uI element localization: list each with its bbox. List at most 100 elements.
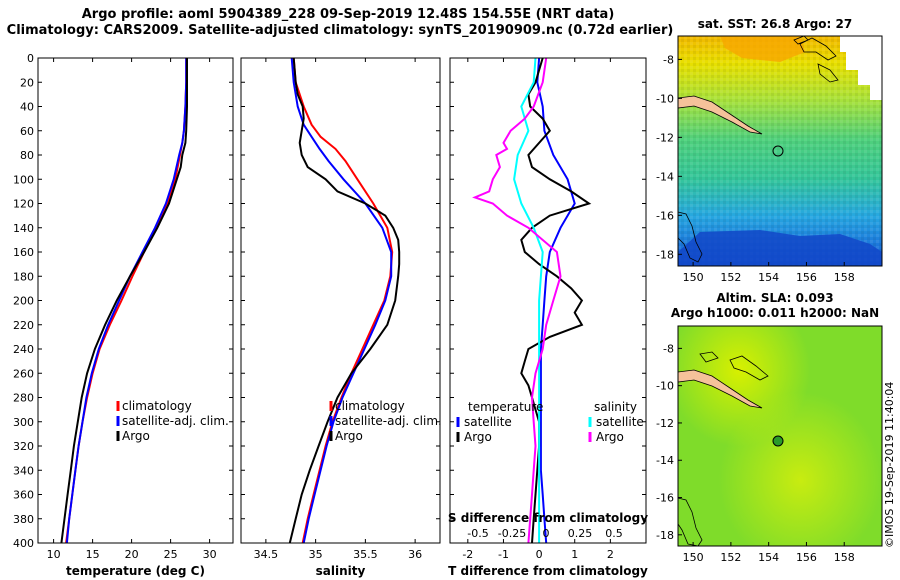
map-y-tick-label: -14 [656,454,674,467]
x-tick-label: 35.5 [353,548,378,561]
map-x-tick-label: 152 [720,271,741,284]
x-tick-label: 15 [86,548,100,561]
panel-frame [449,57,647,544]
secondary-axis-label: S difference from climatology [448,511,648,525]
depth-tick-label: 40 [20,101,34,114]
sst-map-panel: sat. SST: 26.8 Argo: 27 150 152 154 156 158 -… [656,17,883,284]
depth-tick-label: 380 [13,513,34,526]
series-line [65,58,188,544]
secondary-tick-label: -0.25 [498,527,526,540]
sla-map-panel: Altim. SLA: 0.093 Argo h1000: 0.011 h200… [656,291,883,564]
sst-map-title: sat. SST: 26.8 Argo: 27 [698,17,852,31]
panel-frame [37,57,234,544]
series-line [65,58,188,544]
legend-label: climatology [122,399,192,413]
depth-tick-label: 20 [20,76,34,89]
header-line-2: Climatology: CARS2009. Satellite-adjuste… [7,23,674,38]
series-line [520,57,592,544]
legend-label: satellite [464,415,512,429]
x-tick-label: 20 [125,548,139,561]
map-x-tick-label: 154 [758,551,779,564]
legend-label: Argo [122,429,150,443]
legend-title-temperature: temperature [468,400,543,414]
temperature-panel: 0 20 40 60 80 100 120 140 160 180 200 220 240 260 280 3… [13,52,234,578]
map-y-tick-label: -18 [656,248,674,261]
map-y-tick-label: -16 [656,209,674,222]
depth-tick-label: 120 [13,198,34,211]
sla-map-frame [677,325,883,547]
series-line [536,57,576,544]
depth-tick-label: 340 [13,464,34,477]
sla-coast-png [677,369,763,409]
sst-coast-islands [793,35,839,83]
depth-tick-label: 200 [13,295,34,308]
x-tick-label: 34.5 [254,548,279,561]
x-tick-label: 35 [309,548,323,561]
depth-tick-label: 160 [13,246,34,259]
map-y-tick-label: -10 [656,380,674,393]
map-y-tick-label: -8 [663,342,674,355]
x-axis-label: salinity [316,564,366,578]
salinity-panel: 34.5 35 35.5 36 salinity climatologysatellite… [240,57,442,578]
x-tick-label: 1 [571,548,578,561]
depth-tick-label: 80 [20,149,34,162]
difference-panel: -2 -1 0 1 2 T difference from climatology temp… [448,57,648,578]
map-y-tick-label: -8 [663,53,674,66]
sst-map-ticks: 150 152 154 156 158 -8 -10 -12 -14 -16 -18 [656,53,855,284]
sla-argo-marker [772,435,784,447]
x-tick-label: 25 [164,548,178,561]
sst-argo-marker [772,145,784,157]
map-x-tick-label: 150 [683,271,704,284]
map-y-tick-label: -18 [656,529,674,542]
series-line [290,57,393,544]
sst-texture [678,36,882,266]
depth-tick-label: 100 [13,173,34,186]
map-x-tick-label: 158 [834,271,855,284]
secondary-tick-label: 0.25 [568,527,593,540]
legend-label: Argo [335,429,363,443]
x-tick-label: 0 [536,548,543,561]
legend-label: Argo [464,430,492,444]
depth-tick-label: 220 [13,319,34,332]
sla-coast-islands [699,351,769,381]
legend-label: Argo [596,430,624,444]
x-tick-label: -2 [462,548,473,561]
sst-cloud-gaps [840,36,882,100]
sst-cold-patch [678,230,882,266]
map-x-tick-label: 152 [720,551,741,564]
map-y-tick-label: -10 [656,92,674,105]
legend-label: climatology [335,399,405,413]
secondary-tick-label: 0.5 [605,527,623,540]
map-y-tick-label: -12 [656,131,674,144]
legend-label: satellite-adj. clim. [122,414,229,428]
series-line [60,58,188,544]
sst-coast-png [677,95,763,135]
depth-tick-label: 360 [13,489,34,502]
depth-tick-label: 260 [13,367,34,380]
depth-tick-label: 60 [20,125,34,138]
map-x-tick-label: 156 [796,271,817,284]
sla-coast-australia [677,497,703,547]
series-line [288,57,401,544]
x-tick-label: -1 [498,548,509,561]
secondary-tick-label: -0.5 [467,527,488,540]
legend-label: satellite [596,415,644,429]
sla-map-title: Altim. SLA: 0.093 [716,291,833,305]
panel-frame [240,57,441,544]
legend-title-salinity: salinity [594,400,637,414]
map-y-tick-label: -14 [656,170,674,183]
series-line [472,57,562,544]
map-y-tick-label: -12 [656,417,674,430]
map-x-tick-label: 156 [796,551,817,564]
x-tick-label: 36 [408,548,422,561]
depth-tick-label: 400 [13,537,34,550]
header-line-1: Argo profile: aoml 5904389_228 09-Sep-20… [82,7,615,22]
x-tick-label: 30 [203,548,217,561]
secondary-tick-label: 0 [543,527,550,540]
depth-tick-label: 240 [13,343,34,356]
sla-map-subtitle: Argo h1000: 0.011 h2000: NaN [671,306,879,320]
x-tick-label: 10 [47,548,61,561]
map-y-tick-label: -16 [656,492,674,505]
depth-tick-label: 0 [27,52,34,65]
